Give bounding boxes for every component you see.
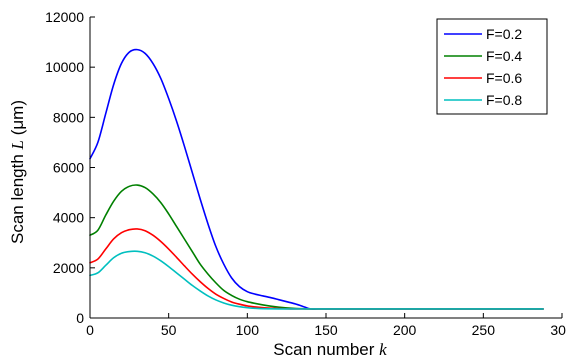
y-axis-label-post: (μm) [8, 100, 27, 140]
x-tick-label: 250 [472, 322, 496, 338]
y-tick-label: 2000 [53, 260, 84, 276]
y-axis-label-var: L [8, 140, 27, 150]
x-tick-label: 200 [393, 322, 417, 338]
series-line-3 [89, 228, 544, 310]
legend-label-4: F=0.8 [486, 92, 522, 108]
x-axis-label-var: k [379, 340, 387, 359]
x-tick-label: 50 [161, 322, 177, 338]
y-tick-label: 0 [76, 310, 84, 326]
x-axis-label: Scan number k [273, 340, 387, 359]
x-tick-label: 150 [314, 322, 338, 338]
x-axis-label-text: Scan number [273, 340, 379, 359]
x-tick-label: 100 [236, 322, 260, 338]
y-axis-label: Scan length L (μm) [8, 100, 27, 244]
series-line-4 [89, 250, 544, 310]
x-tick-label: 0 [86, 322, 94, 338]
y-tick-label: 8000 [53, 109, 84, 125]
x-tick-label: 300 [550, 322, 566, 338]
y-tick-label: 6000 [53, 160, 84, 176]
y-tick-label: 10000 [45, 59, 84, 75]
y-tick-label: 12000 [45, 9, 84, 25]
legend-label-1: F=0.2 [486, 26, 522, 42]
legend-box [436, 18, 548, 115]
series-line-2 [89, 184, 544, 310]
plot-area [89, 48, 544, 310]
axes: 0 50 100 150 200 250 300 0 2000 4000 6000 8000 10000… [45, 9, 566, 338]
y-tick-label: 4000 [53, 210, 84, 226]
legend-label-2: F=0.4 [486, 48, 522, 64]
legend: F=0.2 F=0.4 F=0.6 F=0.8 [436, 18, 548, 115]
legend-label-3: F=0.6 [486, 70, 522, 86]
y-axis-label-pre: Scan length [8, 149, 27, 244]
